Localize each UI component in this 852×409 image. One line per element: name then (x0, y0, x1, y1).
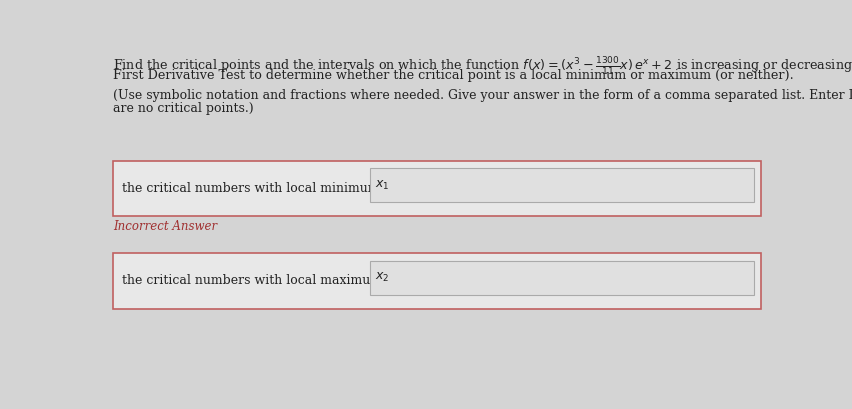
FancyBboxPatch shape (112, 253, 761, 308)
Text: Find the critical points and the intervals on which the function $f(x) = (x^3 - : Find the critical points and the interva… (112, 55, 852, 77)
Text: First Derivative Test to determine whether the critical point is a local minimum: First Derivative Test to determine wheth… (112, 69, 793, 82)
FancyBboxPatch shape (112, 161, 761, 216)
Text: are no critical points.): are no critical points.) (112, 102, 253, 115)
Text: $x_1$: $x_1$ (375, 179, 389, 192)
FancyBboxPatch shape (370, 261, 754, 295)
Text: the critical numbers with local minimum:: the critical numbers with local minimum: (122, 182, 383, 195)
Text: the critical numbers with local maximum:: the critical numbers with local maximum: (122, 274, 386, 288)
Text: (Use symbolic notation and fractions where needed. Give your answer in the form : (Use symbolic notation and fractions whe… (112, 89, 852, 102)
Text: $x_2$: $x_2$ (375, 271, 389, 284)
FancyBboxPatch shape (370, 169, 754, 202)
Text: Incorrect Answer: Incorrect Answer (112, 220, 216, 233)
